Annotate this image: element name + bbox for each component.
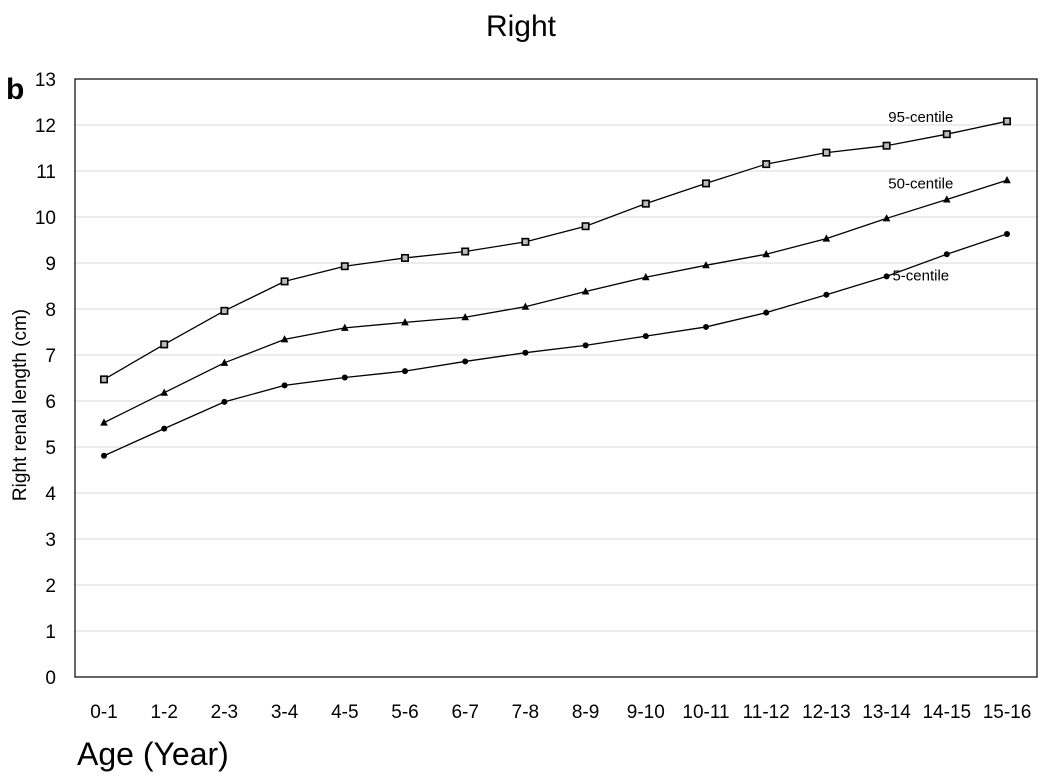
data-point	[461, 247, 470, 256]
y-tick-label: 11	[36, 162, 56, 183]
data-point	[220, 306, 229, 315]
data-point	[281, 382, 288, 389]
data-point	[642, 333, 649, 340]
data-point	[462, 358, 469, 365]
data-point	[280, 335, 289, 343]
data-point	[1003, 176, 1011, 184]
data-point	[221, 398, 228, 405]
data-point	[341, 323, 349, 331]
x-tick-label: 11-12	[743, 702, 790, 723]
y-tick-label: 12	[35, 116, 56, 137]
x-tick-label: 10-11	[682, 702, 729, 723]
data-point	[943, 195, 951, 203]
y-tick-label: 9	[45, 254, 56, 275]
data-point	[160, 388, 168, 396]
data-point	[100, 375, 109, 384]
x-tick-label: 5-6	[391, 702, 418, 723]
data-point	[101, 452, 107, 459]
series-line-5-centile	[103, 233, 1008, 457]
panel-label: b	[6, 73, 24, 106]
data-point	[582, 342, 589, 349]
x-tick-label: 0-1	[90, 702, 117, 723]
data-point	[762, 160, 771, 169]
data-point	[581, 287, 590, 295]
x-tick-label: 13-14	[862, 702, 911, 723]
x-tick-label: 3-4	[271, 702, 299, 723]
y-axis-label: Right renal length (cm)	[10, 309, 31, 501]
data-point	[641, 199, 650, 208]
series-lines	[103, 120, 1008, 457]
y-tick-label: 8	[45, 300, 56, 321]
data-point	[1002, 117, 1011, 126]
data-point	[822, 234, 831, 242]
x-tick-label: 12-13	[802, 702, 851, 723]
y-tick-label: 4	[45, 484, 56, 505]
plot-area-border	[74, 78, 1038, 678]
series-label: 50-centile	[888, 176, 953, 193]
data-point	[340, 262, 349, 271]
x-tick-label: 14-15	[922, 702, 971, 723]
data-point	[642, 273, 650, 281]
y-tick-label: 7	[45, 346, 56, 367]
x-tick-label: 2-3	[211, 702, 238, 723]
data-point	[401, 318, 409, 326]
y-tick-label: 1	[45, 622, 56, 643]
data-point	[461, 313, 469, 321]
data-point	[823, 291, 830, 298]
data-point	[161, 425, 168, 432]
series-line-95-centile	[103, 120, 1008, 380]
data-point	[762, 250, 770, 258]
x-tick-label: 6-7	[451, 702, 478, 723]
x-tick-label: 15-16	[983, 702, 1032, 723]
y-tick-label: 2	[45, 576, 56, 597]
data-point	[882, 141, 891, 150]
data-point	[581, 222, 590, 231]
y-tick-label: 3	[45, 530, 56, 551]
x-tick-label: 1-2	[150, 702, 177, 723]
x-axis-ticks: 0-1 1-2 2-3 3-4 4-5 5-6 6-7 7-8 8-9 9-10 10-11 11-1…	[90, 702, 1031, 723]
data-point	[341, 374, 348, 381]
data-point	[1004, 231, 1010, 238]
data-point	[521, 237, 530, 246]
data-point	[220, 358, 229, 366]
x-tick-label: 8-9	[572, 702, 599, 723]
data-point	[400, 253, 409, 262]
data-point	[160, 340, 169, 349]
data-point	[521, 302, 530, 310]
grid-lines	[75, 124, 1037, 632]
y-tick-label: 10	[35, 208, 56, 229]
y-tick-label: 6	[45, 392, 56, 413]
x-axis-label: Age (Year)	[77, 736, 229, 772]
data-point	[522, 349, 529, 356]
series-line-50-centile	[103, 179, 1008, 424]
series-labels: 95-centile 50-centile 5-centile	[888, 109, 953, 284]
chart-title: Right	[486, 10, 557, 43]
y-tick-label: 0	[45, 668, 56, 689]
x-tick-label: 7-8	[512, 702, 539, 723]
series-label: 5-centile	[892, 267, 949, 284]
data-point	[882, 214, 891, 222]
y-tick-label: 13	[35, 70, 56, 91]
series-label: 95-centile	[888, 109, 953, 126]
data-point	[703, 323, 709, 330]
data-point	[883, 273, 890, 280]
x-tick-label: 4-5	[331, 702, 358, 723]
data-point	[943, 251, 950, 258]
data-point	[701, 179, 710, 188]
x-tick-label: 9-10	[627, 702, 665, 723]
data-point	[763, 309, 770, 316]
data-point	[280, 277, 289, 286]
series-markers	[100, 117, 1011, 459]
y-tick-label: 5	[45, 438, 56, 459]
data-point	[100, 418, 108, 426]
data-point	[822, 148, 831, 157]
data-point	[402, 368, 408, 375]
data-point	[942, 130, 951, 139]
data-point	[702, 261, 710, 269]
